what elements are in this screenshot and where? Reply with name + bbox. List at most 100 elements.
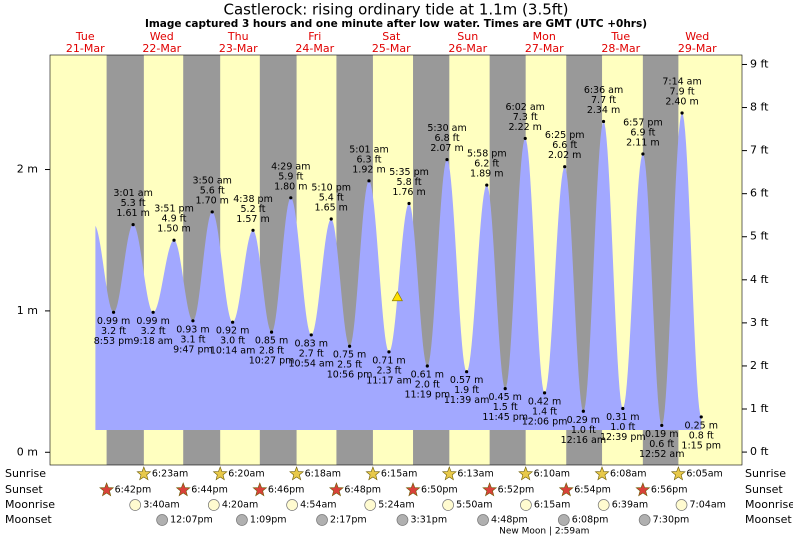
tide-point [699, 415, 703, 419]
tide-feet-label: 2.3 ft [376, 365, 401, 376]
tide-height-label: 0.99 m [136, 316, 169, 327]
tide-feet-label: 1.5 ft [493, 402, 518, 413]
tide-time: 11:17 am [366, 375, 411, 386]
tide-height-label: 0.71 m [372, 355, 405, 366]
day-weekday: Wed [685, 30, 709, 43]
tide-height-label: 0.92 m [216, 326, 249, 337]
current-level-marker [391, 291, 403, 302]
tide-time: 4:29 am [271, 161, 310, 172]
tide-height-label: 2.22 m [509, 122, 542, 133]
tide-time: 12:52 am [639, 449, 684, 460]
tide-feet-label: 3.1 ft [180, 334, 205, 345]
moonrise-time: 5:24am [378, 500, 414, 511]
sunrise-icon [289, 466, 305, 481]
sunrise-time: 6:05am [686, 469, 722, 480]
row-label-right: Sunset [745, 483, 783, 496]
tide-feet-label: 4.9 ft [162, 214, 187, 225]
moonset-icon [396, 514, 409, 526]
tide-feet-label: 0.8 ft [689, 430, 714, 441]
tide-height-label: 1.80 m [274, 181, 307, 192]
tide-time: 5:35 pm [389, 167, 429, 178]
moonset-icon [638, 514, 651, 526]
tide-time: 6:02 am [506, 102, 545, 113]
day-date: 28-Mar [601, 42, 640, 55]
moonrise-icon [520, 499, 532, 511]
tide-height-label: 2.02 m [548, 150, 581, 161]
tide-feet-label: 5.3 ft [121, 198, 146, 209]
tide-height-label: 1.70 m [196, 195, 229, 206]
row-label-right: Moonrise [745, 498, 793, 511]
moonset-icon [557, 514, 570, 526]
tide-time: 3:51 pm [154, 204, 194, 215]
tide-feet-label: 5.6 ft [200, 185, 225, 196]
y2-tick-label: 1 ft [750, 402, 769, 415]
moonrise-time: 3:40am [143, 500, 179, 511]
tide-point [269, 330, 274, 334]
tide-time: 10:54 am [289, 358, 334, 369]
tide-height-label: 1.76 m [392, 187, 425, 198]
moonset-time: 1:09pm [250, 515, 287, 526]
y2-tick-label: 4 ft [750, 273, 769, 286]
y2-tick-label: 2 ft [750, 359, 769, 372]
moonset-time: 7:30pm [653, 515, 690, 526]
tide-height-label: 2.34 m [587, 105, 620, 116]
tide-point [445, 158, 449, 162]
moonset-icon [236, 514, 248, 526]
tide-height-label: 1.50 m [157, 224, 190, 235]
tide-time: 10:27 pm [249, 356, 295, 367]
tide-point [680, 111, 684, 115]
tide-point [251, 228, 255, 232]
tide-point [641, 152, 645, 156]
moonset-time: 2:17pm [330, 515, 367, 526]
sunrise-time: 6:15am [381, 469, 417, 480]
y-tick-label: 1 m [17, 304, 38, 317]
tide-time: 5:58 pm [467, 149, 507, 160]
tide-point [367, 179, 371, 183]
moonset-icon [156, 514, 168, 526]
sunrise-time: 6:23am [152, 469, 188, 480]
tide-point [425, 364, 429, 368]
tide-time: 10:14 am [210, 346, 255, 357]
tide-time: 5:30 am [427, 123, 466, 134]
tide-time: 11:19 pm [404, 390, 450, 401]
tide-height-label: 0.29 m [567, 415, 600, 426]
moonrise-icon [442, 499, 454, 511]
sunset-time: 6:50pm [421, 485, 458, 496]
moonrise-icon [364, 499, 377, 511]
tide-height-label: 0.61 m [411, 370, 444, 381]
tide-height-label: 0.85 m [255, 336, 288, 347]
sunset-time: 6:44pm [191, 485, 228, 496]
tide-point [131, 223, 135, 227]
tide-point [151, 310, 155, 314]
sunrise-time: 6:18am [305, 469, 341, 480]
tide-feet-label: 0.6 ft [649, 439, 674, 450]
tide-feet-label: 2.7 ft [299, 348, 324, 359]
moonset-icon [316, 514, 328, 526]
moonrise-time: 7:04am [690, 500, 726, 511]
day-date: 25-Mar [372, 42, 411, 55]
chart-subtitle: Image captured 3 hours and one minute af… [145, 18, 647, 30]
day-date: 24-Mar [295, 42, 334, 55]
tide-time: 9:47 pm [173, 344, 213, 355]
y2-tick-label: 0 ft [750, 445, 769, 458]
moonset-time: 3:31pm [410, 515, 447, 526]
tide-time: 12:16 am [561, 435, 606, 446]
tide-feet-label: 5.4 ft [319, 193, 344, 204]
sunset-time: 6:56pm [651, 485, 688, 496]
tide-point [485, 183, 489, 187]
tide-feet-label: 1.9 ft [454, 385, 479, 396]
tide-time: 7:14 am [662, 76, 701, 87]
y2-tick-label: 8 ft [750, 101, 769, 114]
sunset-icon [558, 482, 574, 497]
tide-feet-label: 2.5 ft [337, 360, 362, 371]
tide-height-label: 1.65 m [315, 203, 348, 214]
tide-height-label: 0.57 m [450, 375, 483, 386]
tide-height-label: 2.07 m [430, 143, 463, 154]
row-label-right: Moonset [745, 513, 792, 526]
row-label: Sunset [5, 483, 43, 496]
tide-time: 6:36 am [584, 85, 623, 96]
tide-point [309, 333, 313, 337]
tide-time: 11:39 am [444, 395, 489, 406]
row-label: Sunrise [5, 467, 46, 480]
